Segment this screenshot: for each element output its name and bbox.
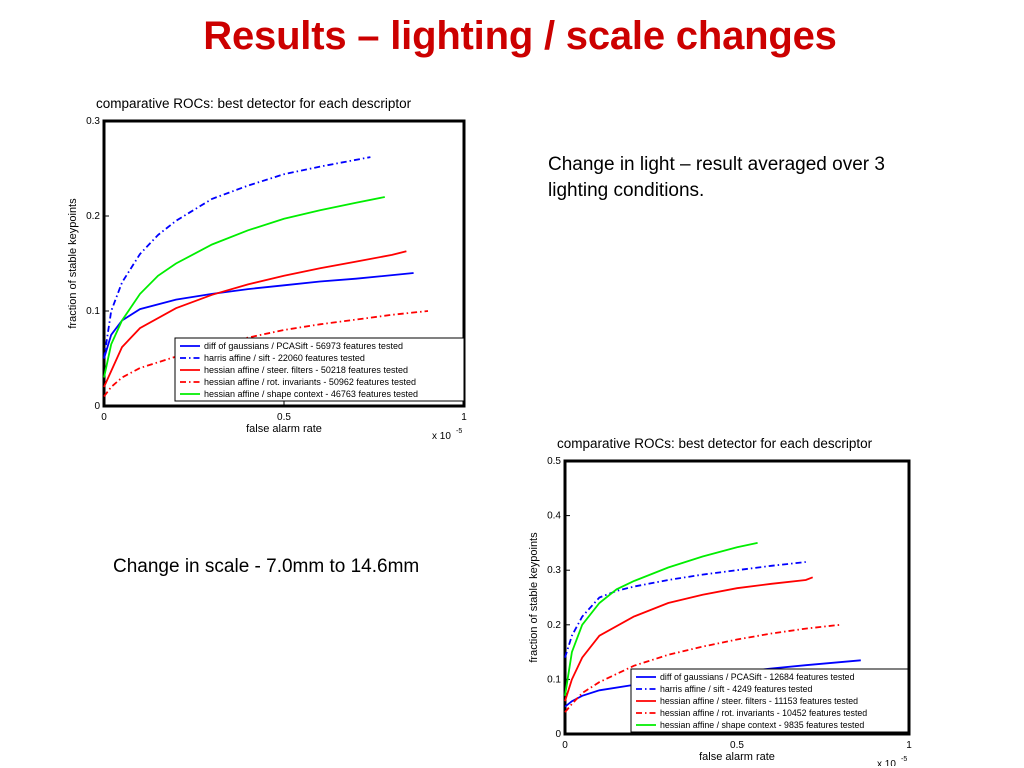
slide-title: Results – lighting / scale changes [203, 14, 837, 58]
x-multiplier: x 10 [877, 759, 896, 766]
series-line [103, 156, 371, 359]
legend-entry: hessian affine / shape context - 9835 fe… [660, 720, 864, 730]
series-line [103, 250, 407, 388]
y-tick-label: 0.2 [86, 211, 100, 222]
series-line [103, 196, 385, 378]
x-tick-label: 0 [562, 740, 568, 751]
y-tick-label: 0.1 [547, 674, 561, 685]
x-multiplier-exponent: -5 [456, 428, 462, 435]
x-axis-label: false alarm rate [699, 751, 775, 763]
legend-box [174, 337, 465, 402]
legend-entry: hessian affine / steer. filters - 50218 … [204, 365, 408, 375]
x-tick-label: 0 [101, 412, 107, 423]
y-tick-label: 0.4 [547, 511, 561, 522]
y-tick-label: 0.1 [86, 306, 100, 317]
legend-entry: diff of gaussians / PCASift - 12684 feat… [660, 672, 855, 682]
y-tick-label: 0.5 [547, 456, 561, 467]
x-tick-label: 0.5 [730, 740, 744, 751]
y-axis-label: fraction of stable keypoints [67, 198, 79, 329]
x-tick-label: 1 [461, 412, 467, 423]
legend-box [630, 668, 909, 733]
x-tick-label: 1 [906, 740, 912, 751]
legend-entry: hessian affine / shape context - 46763 f… [204, 389, 418, 399]
legend-entry: hessian affine / rot. invariants - 10452… [660, 708, 867, 718]
y-tick-label: 0.2 [547, 620, 561, 631]
caption-scale: Change in scale - 7.0mm to 14.6mm [113, 556, 420, 577]
chart-lighting: comparative ROCs: best detector for each… [67, 96, 467, 442]
y-tick-label: 0 [555, 729, 561, 740]
x-multiplier-exponent: -5 [901, 756, 907, 763]
x-multiplier: x 10 [432, 431, 451, 442]
x-tick-label: 0.5 [277, 412, 291, 423]
series-line [564, 542, 758, 696]
caption-light: Change in light – result averaged over 3… [548, 154, 885, 201]
x-axis-label: false alarm rate [246, 423, 322, 435]
legend-entry: harris affine / sift - 4249 features tes… [660, 684, 813, 694]
y-tick-label: 0.3 [86, 116, 100, 127]
legend-entry: harris affine / sift - 22060 features te… [204, 353, 365, 363]
y-axis-label: fraction of stable keypoints [528, 532, 540, 663]
y-tick-label: 0.3 [547, 565, 561, 576]
chart-scale: comparative ROCs: best detector for each… [528, 436, 912, 766]
y-tick-label: 0 [94, 401, 100, 412]
legend-entry: diff of gaussians / PCASift - 56973 feat… [204, 341, 403, 351]
legend-entry: hessian affine / rot. invariants - 50962… [204, 377, 416, 387]
chart-title: comparative ROCs: best detector for each… [96, 96, 412, 111]
series-line [564, 576, 814, 702]
series-line [564, 561, 806, 658]
chart-title: comparative ROCs: best detector for each… [557, 436, 873, 451]
legend-entry: hessian affine / steer. filters - 11153 … [660, 696, 858, 706]
